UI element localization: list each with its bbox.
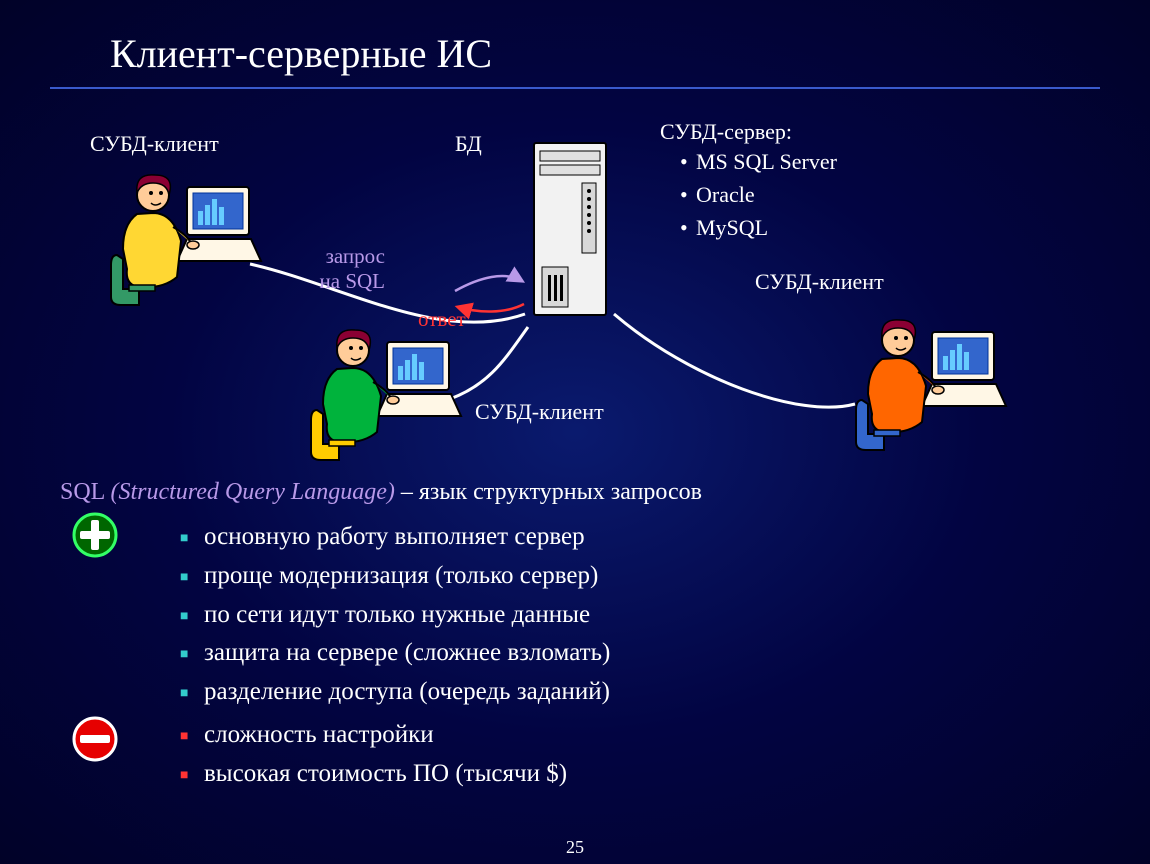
client2-label: СУБД-клиент bbox=[475, 399, 604, 425]
client-icon-2 bbox=[305, 324, 465, 464]
plus-icon bbox=[72, 512, 118, 558]
server-icon bbox=[530, 139, 610, 319]
request-label: запросна SQL bbox=[305, 244, 385, 294]
diagram-area: СУБД-клиент СУБД-клиент СУБД-клиент БД С… bbox=[0, 89, 1150, 469]
server-example-item: MySQL bbox=[680, 211, 837, 244]
client-icon-1 bbox=[105, 169, 265, 309]
sql-definition: SQL (Structured Query Language) – язык с… bbox=[0, 479, 1150, 506]
slide-title: Клиент-серверные ИС bbox=[50, 0, 1100, 89]
server-example-item: MS SQL Server bbox=[680, 145, 837, 178]
client3-label: СУБД-клиент bbox=[755, 269, 884, 295]
sql-acronym: SQL bbox=[60, 479, 110, 505]
server-example-item: Oracle bbox=[680, 178, 837, 211]
server-list-title: СУБД-сервер: bbox=[660, 119, 837, 145]
client1-label: СУБД-клиент bbox=[90, 131, 219, 157]
pro-item: проще модернизация (только сервер) bbox=[180, 557, 1090, 596]
pro-item: основную работу выполняет сервер bbox=[180, 518, 1090, 557]
client-icon-3 bbox=[850, 314, 1010, 454]
sql-expansion: (Structured Query Language) bbox=[110, 479, 394, 505]
con-item: высокая стоимость ПО (тысячи $) bbox=[180, 755, 1090, 794]
cons-list: сложность настройки высокая стоимость ПО… bbox=[60, 716, 1090, 794]
minus-icon bbox=[72, 716, 118, 762]
page-number: 25 bbox=[566, 837, 584, 858]
pros-list: основную работу выполняет сервер проще м… bbox=[60, 518, 1090, 712]
pro-item: защита на сервере (сложнее взломать) bbox=[180, 634, 1090, 673]
pro-item: по сети идут только нужные данные bbox=[180, 596, 1090, 635]
server-list: СУБД-сервер: MS SQL Server Oracle MySQL bbox=[660, 119, 837, 244]
bullet-lists: основную работу выполняет сервер проще м… bbox=[0, 506, 1150, 793]
response-label: ответ bbox=[418, 307, 466, 332]
con-item: сложность настройки bbox=[180, 716, 1090, 755]
db-label: БД bbox=[455, 131, 482, 157]
pro-item: разделение доступа (очередь заданий) bbox=[180, 673, 1090, 712]
sql-translation: – язык структурных запросов bbox=[395, 479, 702, 505]
